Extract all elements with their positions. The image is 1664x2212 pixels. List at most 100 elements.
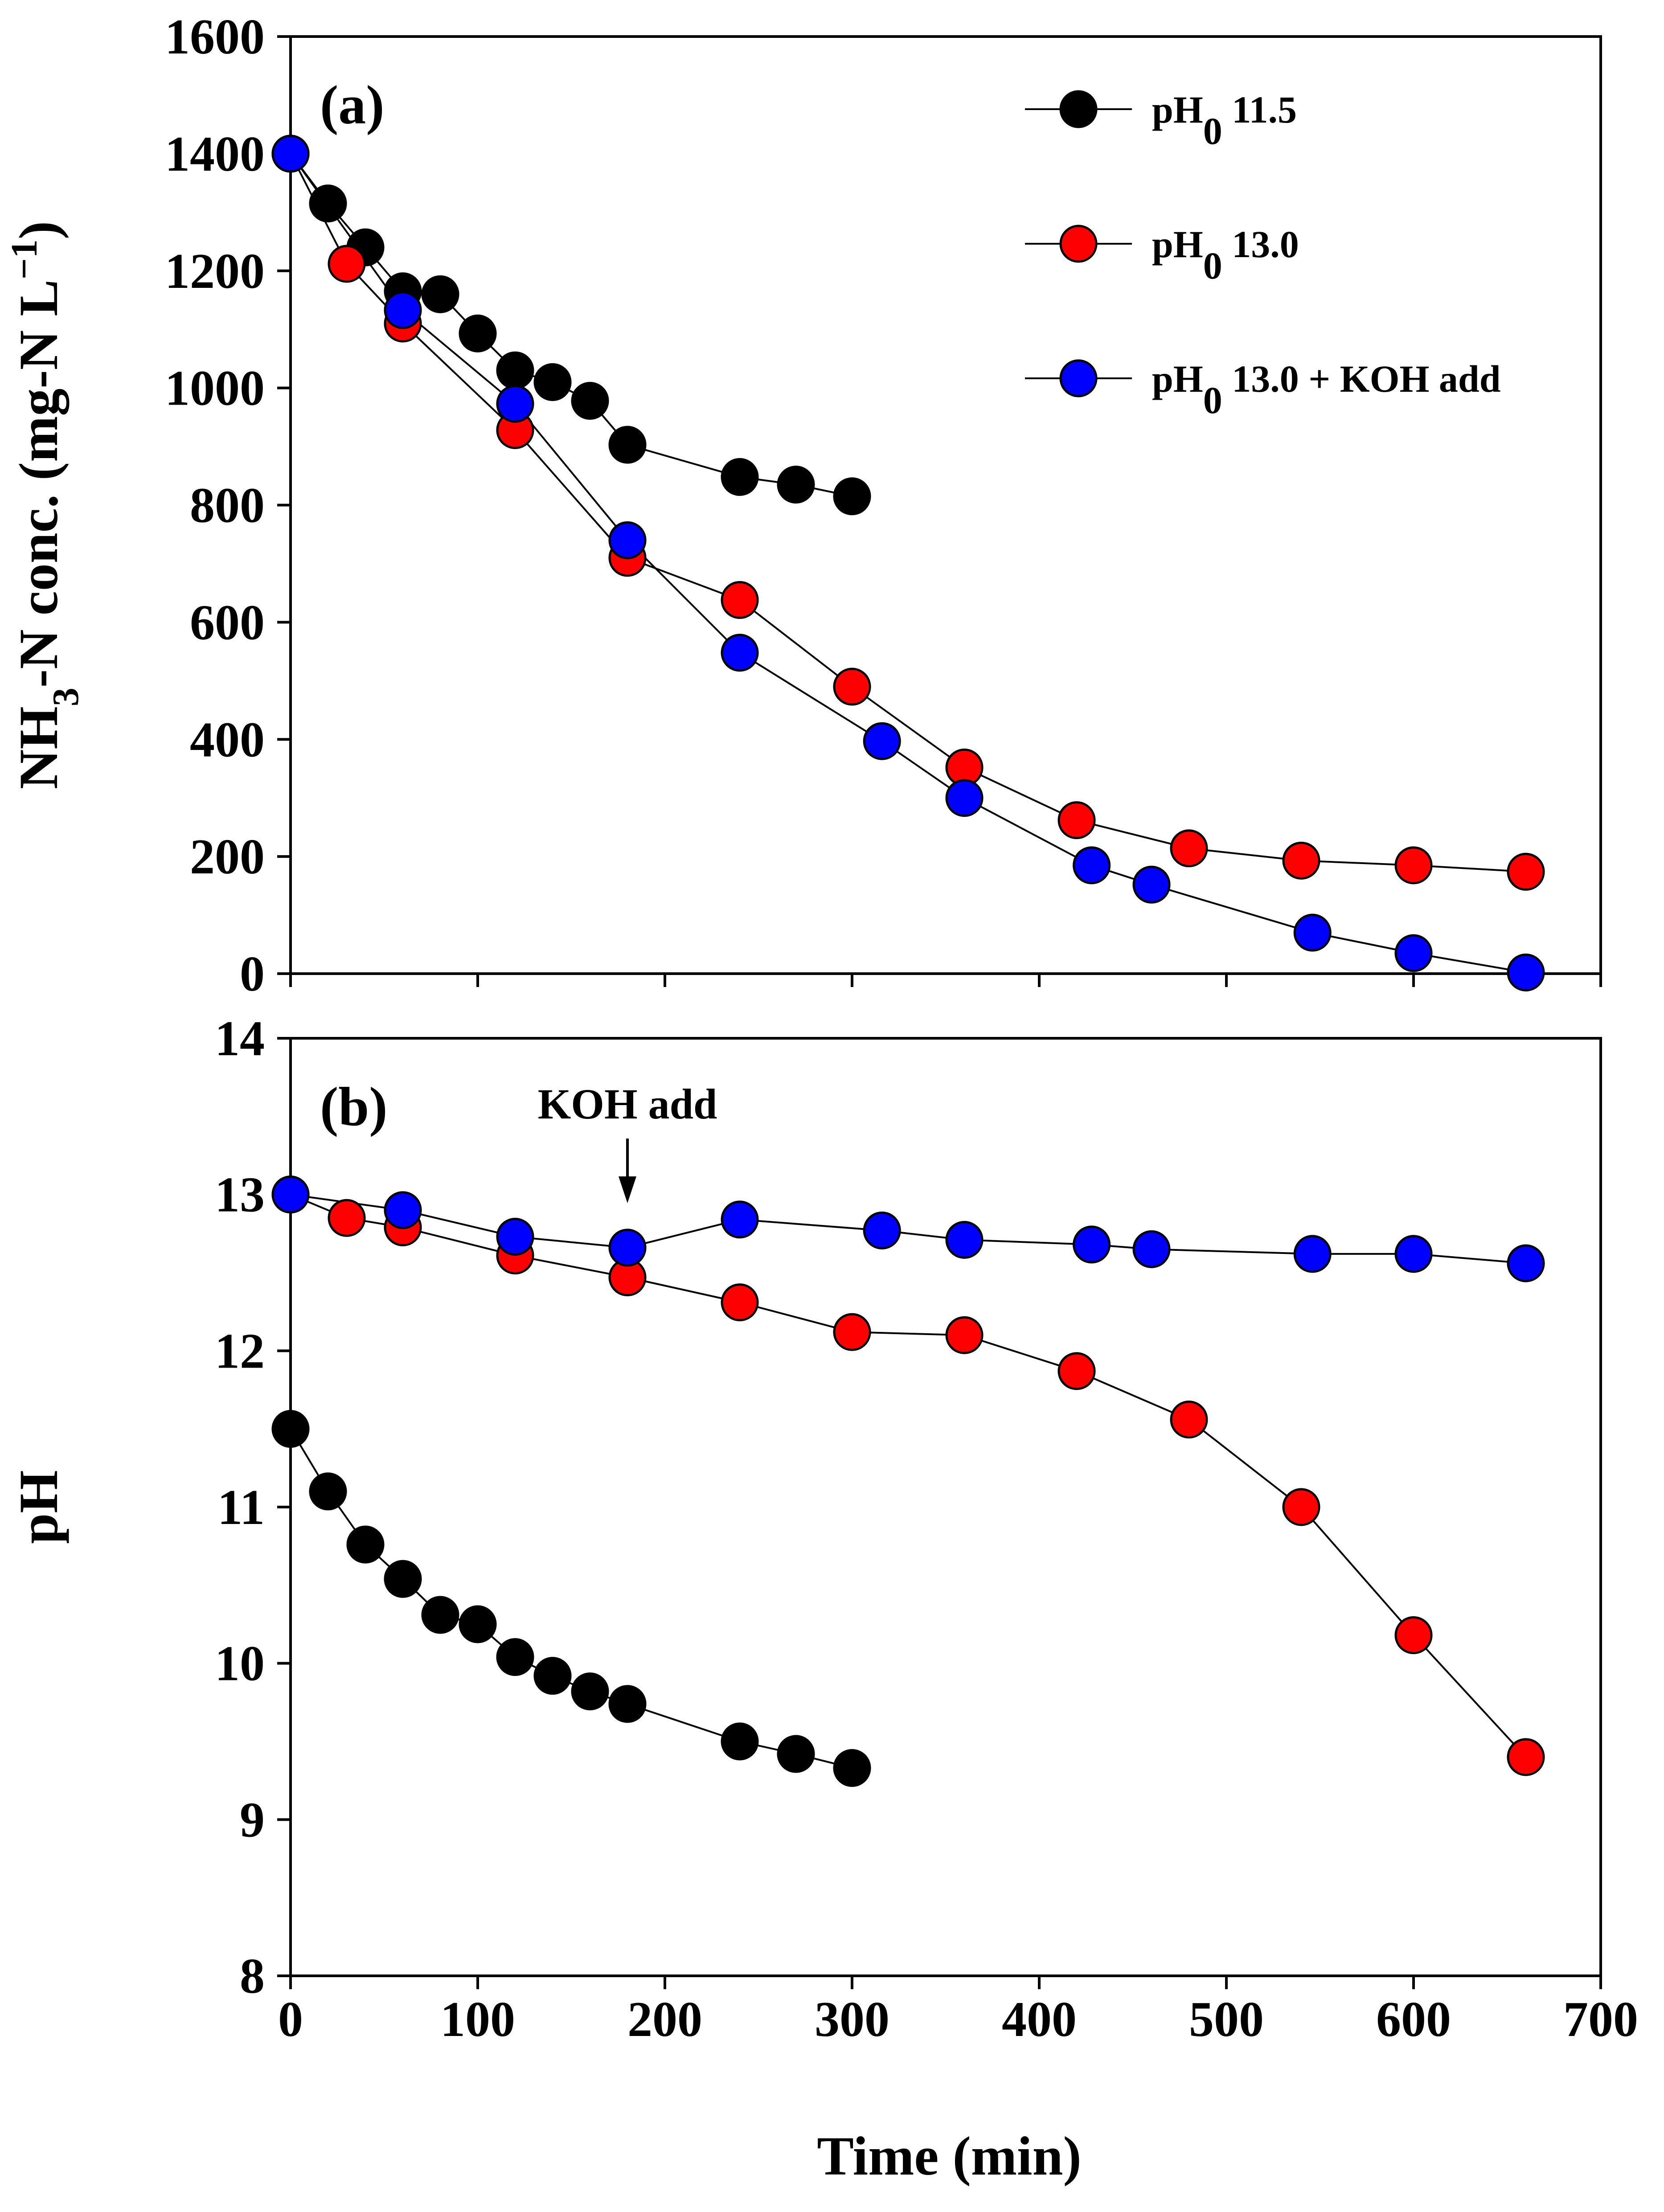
annotation-text: KOH add bbox=[538, 1080, 717, 1128]
data-point bbox=[271, 1410, 310, 1448]
y-axis-title: NH3-N conc. (mg-N L−1) bbox=[4, 221, 86, 789]
data-point bbox=[384, 291, 422, 329]
data-point bbox=[309, 184, 347, 223]
y-tick-label: 800 bbox=[190, 478, 265, 533]
data-point bbox=[721, 1200, 759, 1239]
legend-marker bbox=[1059, 90, 1098, 128]
y-tick-label: 11 bbox=[217, 1480, 265, 1535]
series-line bbox=[290, 1193, 1527, 1758]
data-point bbox=[833, 477, 871, 516]
data-point bbox=[1394, 1235, 1433, 1273]
data-point bbox=[533, 1657, 572, 1695]
data-point bbox=[833, 668, 871, 706]
data-point bbox=[608, 426, 647, 464]
data-point bbox=[1507, 1244, 1545, 1282]
data-point bbox=[571, 1672, 609, 1711]
data-point bbox=[271, 1176, 310, 1214]
data-point bbox=[1293, 913, 1332, 952]
data-point bbox=[833, 1313, 871, 1351]
data-point bbox=[421, 1596, 459, 1634]
y-tick-label: 14 bbox=[215, 1011, 265, 1066]
y-axis-title: pH bbox=[8, 1470, 69, 1544]
data-point bbox=[346, 1525, 385, 1564]
data-point bbox=[328, 1199, 366, 1237]
data-point bbox=[384, 1560, 422, 1598]
data-point bbox=[1170, 829, 1208, 868]
data-point bbox=[1073, 1225, 1111, 1264]
y-tick-label: 13 bbox=[215, 1167, 265, 1223]
y-tick-label: 1200 bbox=[165, 244, 265, 299]
data-point bbox=[496, 351, 534, 389]
legend: pH0 11.5 pH0 13.0 pH0 13.0 + KOH add bbox=[1025, 88, 1501, 422]
x-tick-label: 600 bbox=[1376, 1992, 1451, 2047]
y-tick-label: 10 bbox=[215, 1636, 265, 1692]
x-tick-label: 100 bbox=[440, 1992, 515, 2047]
y-tick-label: 12 bbox=[215, 1323, 265, 1379]
y-tick-label: 0 bbox=[240, 946, 265, 1002]
data-point bbox=[1132, 1230, 1171, 1268]
data-point bbox=[496, 385, 534, 423]
data-point bbox=[496, 1217, 534, 1256]
data-point bbox=[608, 521, 647, 559]
panel-a-ammonia-concentration: 0 200 400 600 800 1000 1200 1400 1600 NH3-N conc.… bbox=[4, 9, 1602, 1002]
data-point bbox=[533, 363, 572, 401]
data-point bbox=[1282, 841, 1320, 880]
y-tick-label: 400 bbox=[190, 712, 265, 767]
data-point bbox=[945, 779, 984, 817]
data-point bbox=[459, 314, 497, 352]
data-point bbox=[1073, 846, 1111, 885]
data-point bbox=[421, 275, 459, 313]
x-tick-label: 300 bbox=[815, 1992, 889, 2047]
data-point bbox=[721, 634, 759, 672]
x-tick-label: 700 bbox=[1563, 1992, 1638, 2047]
data-point bbox=[721, 458, 759, 496]
series-line bbox=[290, 153, 1526, 974]
data-point bbox=[863, 1211, 901, 1249]
data-point bbox=[945, 1316, 984, 1354]
data-point bbox=[777, 465, 815, 504]
series-line bbox=[290, 1428, 852, 1769]
data-point bbox=[777, 1735, 815, 1773]
x-tick-label: 400 bbox=[1002, 1992, 1077, 2047]
y-tick-label: 1400 bbox=[165, 127, 265, 182]
plot-frame bbox=[289, 1037, 1602, 1977]
annotation-arrow-head bbox=[619, 1176, 636, 1203]
x-tick-label: 0 bbox=[278, 1992, 303, 2047]
x-axis-title: Time (min) bbox=[817, 2126, 1082, 2187]
data-point bbox=[945, 1221, 984, 1259]
series-line bbox=[290, 153, 1526, 873]
legend-marker bbox=[1059, 225, 1098, 263]
data-point bbox=[1394, 934, 1433, 972]
data-point bbox=[328, 245, 366, 283]
data-point bbox=[608, 1685, 647, 1723]
data-point bbox=[1282, 1488, 1320, 1526]
data-point bbox=[271, 135, 310, 173]
x-tick-label: 500 bbox=[1189, 1992, 1264, 2047]
panel-label: (a) bbox=[320, 74, 385, 135]
data-point bbox=[1057, 801, 1096, 840]
data-point bbox=[1394, 1616, 1433, 1655]
data-point bbox=[1170, 1401, 1208, 1439]
data-point bbox=[496, 1638, 534, 1676]
data-point bbox=[608, 1229, 647, 1267]
y-tick-label: 200 bbox=[190, 829, 265, 885]
data-point bbox=[571, 382, 609, 420]
y-tick-label: 600 bbox=[190, 595, 265, 650]
plot-frame bbox=[289, 35, 1602, 975]
panel-b-ph: 0 100 200 300 400 500 600 700 8 9 10 11 12 13 14 pH (b) K… bbox=[8, 1011, 1638, 2047]
y-tick-label: 9 bbox=[240, 1792, 265, 1847]
series-line bbox=[290, 1193, 1526, 1264]
x-tick-label: 200 bbox=[627, 1992, 702, 2047]
series-line bbox=[290, 153, 852, 497]
y-tick-label: 1000 bbox=[165, 361, 265, 416]
data-point bbox=[1507, 852, 1545, 891]
data-point bbox=[1293, 1235, 1332, 1273]
data-point bbox=[384, 1191, 422, 1229]
data-point bbox=[309, 1472, 347, 1511]
legend-label: pH0 13.0 bbox=[1152, 223, 1299, 287]
data-point bbox=[863, 722, 901, 760]
panel-label: (b) bbox=[320, 1076, 388, 1137]
legend-label: pH0 11.5 bbox=[1152, 88, 1297, 152]
data-point bbox=[833, 1749, 871, 1787]
